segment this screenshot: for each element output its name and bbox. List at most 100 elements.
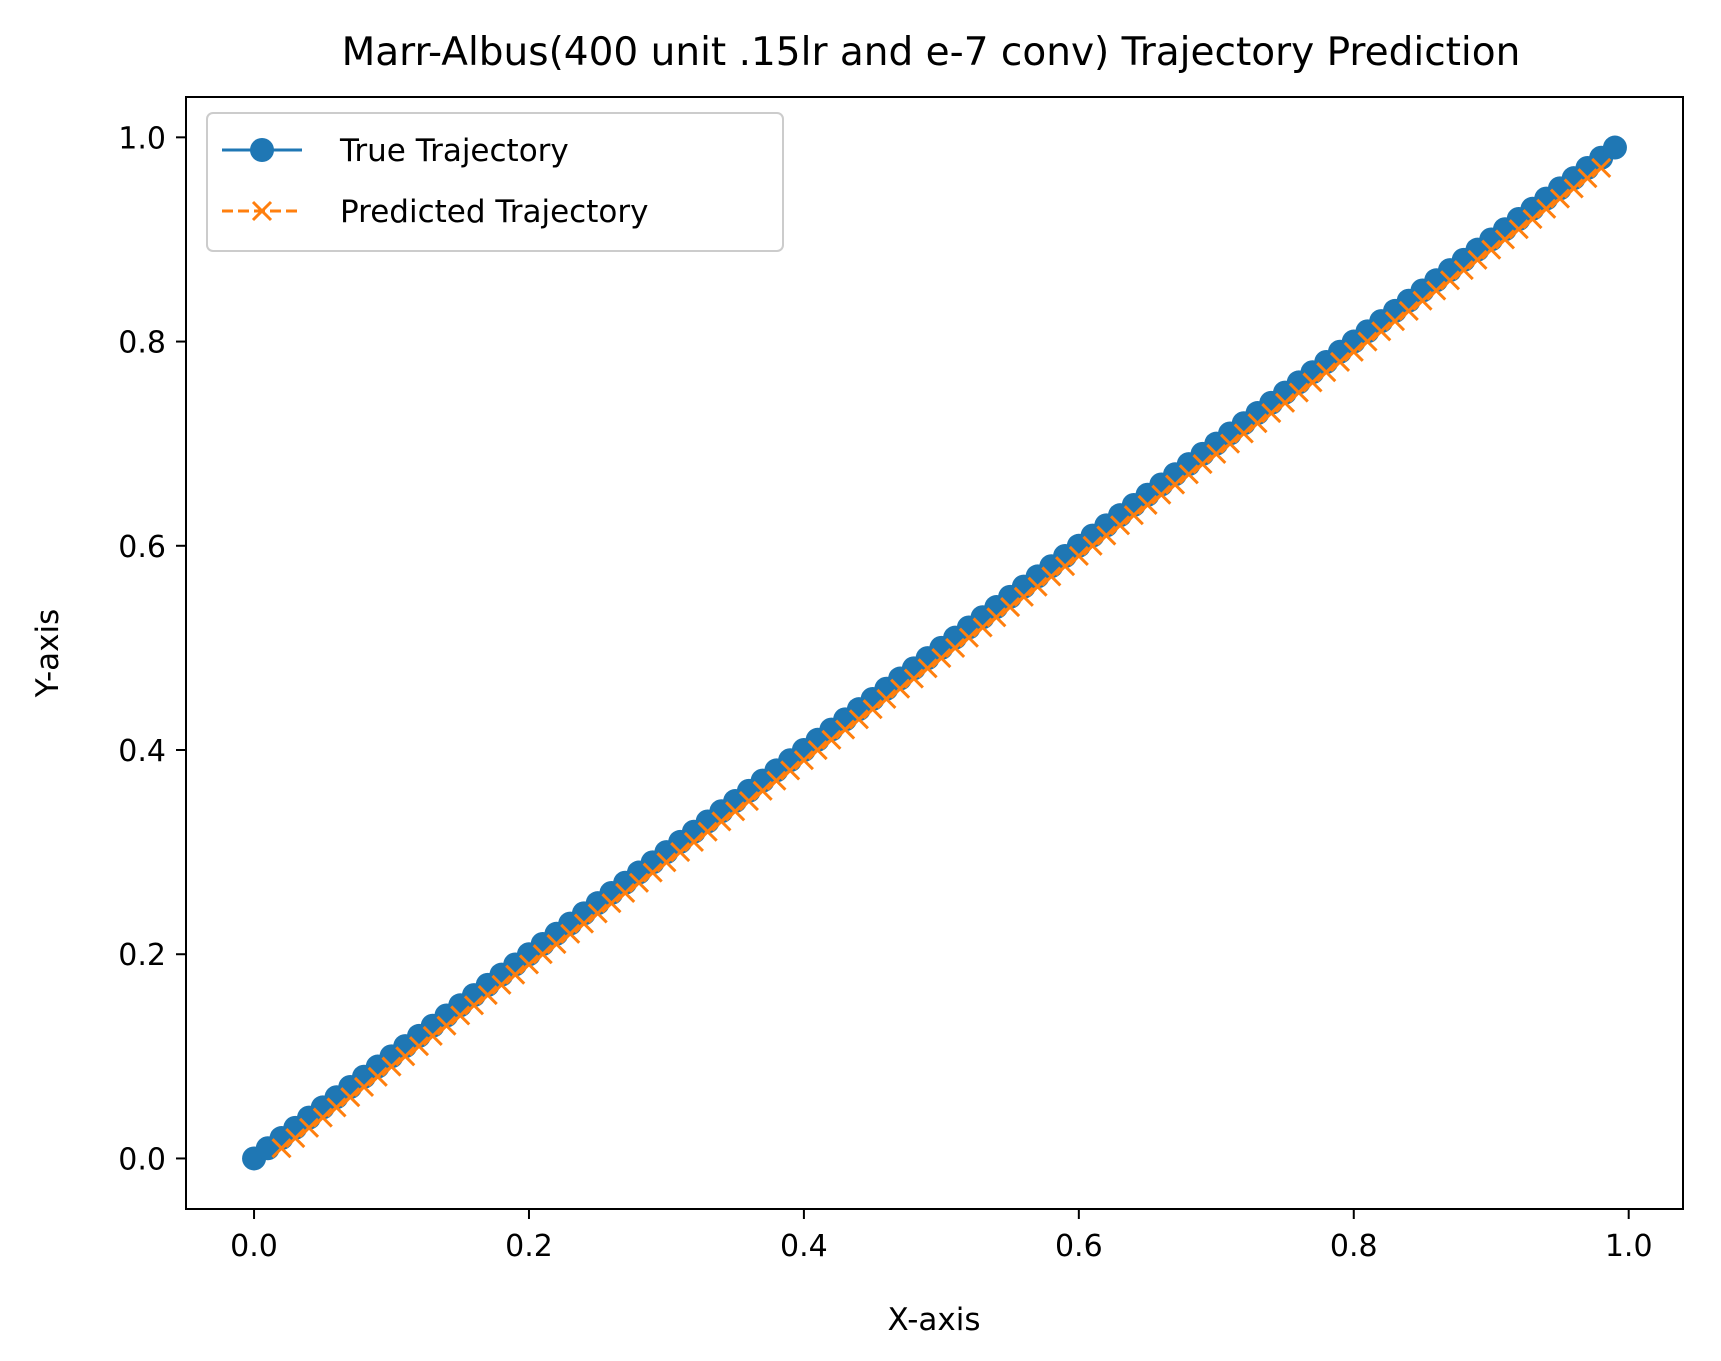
predicted-trajectory-point: [1041, 566, 1062, 587]
predicted-trajectory-point: [766, 770, 787, 791]
predicted-trajectory-point: [752, 780, 773, 801]
true-trajectory-point: [1602, 135, 1627, 160]
predicted-trajectory-point: [573, 913, 595, 934]
predicted-trajectory-point: [463, 995, 485, 1016]
y-axis-label: Y-axis: [30, 609, 66, 699]
predicted-trajectory-point: [793, 750, 814, 771]
predicted-trajectory-point: [670, 842, 691, 863]
predicted-trajectory-point: [340, 1087, 361, 1108]
y-tick-label: 1.0: [118, 121, 166, 156]
predicted-trajectory-point: [711, 811, 732, 832]
predicted-trajectory-point: [1151, 484, 1172, 505]
predicted-trajectory-point: [450, 1005, 471, 1026]
y-tick-label: 0.0: [118, 1142, 166, 1177]
series-predicted-trajectory: [271, 157, 1612, 1159]
predicted-trajectory-point: [422, 1025, 443, 1046]
predicted-trajectory-point: [780, 760, 801, 781]
predicted-trajectory-point: [532, 944, 553, 965]
x-tick-label: 0.4: [780, 1229, 828, 1264]
predicted-trajectory-point: [1000, 596, 1021, 618]
x-axis-label: X-axis: [888, 1302, 981, 1338]
predicted-trajectory-point: [890, 678, 911, 699]
predicted-trajectory-point: [408, 1036, 430, 1057]
predicted-trajectory-point: [931, 648, 952, 669]
predicted-trajectory-point: [1371, 321, 1392, 342]
predicted-trajectory-point: [353, 1076, 375, 1098]
predicted-trajectory-point: [615, 882, 636, 904]
predicted-trajectory-point: [587, 903, 608, 924]
predicted-trajectory-point: [1055, 556, 1076, 577]
predicted-trajectory-point: [1288, 382, 1309, 403]
predicted-trajectory-point: [1068, 545, 1089, 567]
legend-predicted-label: Predicted Trajectory: [340, 194, 648, 230]
predicted-trajectory-point: [1274, 392, 1296, 413]
x-tick-label: 0.6: [1055, 1229, 1103, 1264]
predicted-trajectory-point: [1577, 168, 1598, 189]
predicted-trajectory-point: [1591, 157, 1612, 179]
predicted-trajectory-point: [477, 985, 498, 1006]
predicted-trajectory-point: [518, 954, 540, 975]
predicted-trajectory-point: [1549, 188, 1571, 209]
y-tick-label: 0.6: [118, 530, 166, 565]
predicted-trajectory-point: [972, 617, 993, 638]
predicted-trajectory-point: [1302, 372, 1323, 393]
predicted-trajectory-point: [298, 1117, 320, 1138]
predicted-trajectory-point: [1123, 505, 1144, 526]
predicted-trajectory-point: [1329, 351, 1351, 373]
predicted-trajectory-point: [697, 821, 718, 842]
predicted-trajectory-point: [546, 933, 567, 955]
predicted-trajectory-point: [1494, 229, 1516, 250]
predicted-trajectory-point: [1013, 586, 1034, 607]
predicted-trajectory-point: [1082, 535, 1103, 556]
predicted-trajectory-point: [1316, 362, 1337, 383]
predicted-trajectory-point: [725, 801, 746, 822]
chart-title: Marr-Albus(400 unit .15lr and e-7 conv) …: [342, 30, 1521, 75]
predicted-trajectory-point: [821, 729, 842, 750]
predicted-trajectory-point: [1247, 413, 1268, 434]
legend-true-label: True Trajectory: [339, 133, 569, 169]
predicted-trajectory-point: [1412, 290, 1433, 311]
legend: True Trajectory Predicted Trajectory: [206, 112, 784, 252]
legend-true-marker: [250, 138, 274, 162]
predicted-trajectory-point: [1192, 454, 1213, 475]
predicted-trajectory-point: [807, 739, 828, 761]
y-tick-label: 0.4: [118, 734, 166, 769]
y-axis-ticks: 0.0 0.2 0.4 0.6 0.8 1.0: [118, 121, 186, 1177]
predicted-trajectory-point: [945, 637, 966, 658]
y-tick-label: 0.8: [118, 326, 166, 361]
predicted-trajectory-point: [862, 699, 883, 720]
predicted-trajectory-point: [958, 627, 979, 648]
y-tick-label: 0.2: [118, 938, 166, 973]
predicted-trajectory-point: [738, 791, 759, 812]
predicted-trajectory-point: [656, 852, 677, 873]
predicted-trajectory-point: [1398, 300, 1419, 321]
predicted-trajectory-point: [986, 607, 1007, 628]
predicted-trajectory-point: [876, 688, 897, 710]
predicted-trajectory-point: [1343, 341, 1364, 362]
predicted-trajectory-point: [1508, 219, 1529, 240]
x-tick-label: 0.8: [1330, 1229, 1378, 1264]
predicted-trajectory-point: [1384, 311, 1406, 332]
x-axis-ticks: 0.0 0.2 0.4 0.6 0.8 1.0: [230, 1209, 1653, 1264]
predicted-trajectory-point: [1439, 270, 1461, 291]
predicted-trajectory-point: [1563, 178, 1584, 199]
predicted-trajectory-point: [285, 1127, 306, 1149]
predicted-trajectory-point: [491, 974, 512, 995]
predicted-trajectory-point: [1096, 525, 1117, 546]
predicted-trajectory-point: [436, 1015, 457, 1036]
x-tick-label: 1.0: [1605, 1229, 1653, 1264]
predicted-trajectory-point: [326, 1097, 347, 1118]
x-tick-label: 0.2: [505, 1229, 553, 1264]
predicted-trajectory-point: [1426, 280, 1447, 301]
predicted-trajectory-point: [1164, 474, 1186, 495]
predicted-trajectory-point: [381, 1056, 402, 1077]
predicted-trajectory-point: [1219, 433, 1241, 454]
predicted-trajectory-point: [601, 893, 622, 914]
predicted-trajectory-point: [1536, 198, 1557, 219]
legend-box: [206, 112, 784, 252]
predicted-trajectory-point: [835, 719, 856, 740]
predicted-trajectory-point: [917, 658, 938, 679]
predicted-trajectory-point: [1206, 443, 1227, 464]
predicted-trajectory-point: [1110, 515, 1131, 536]
